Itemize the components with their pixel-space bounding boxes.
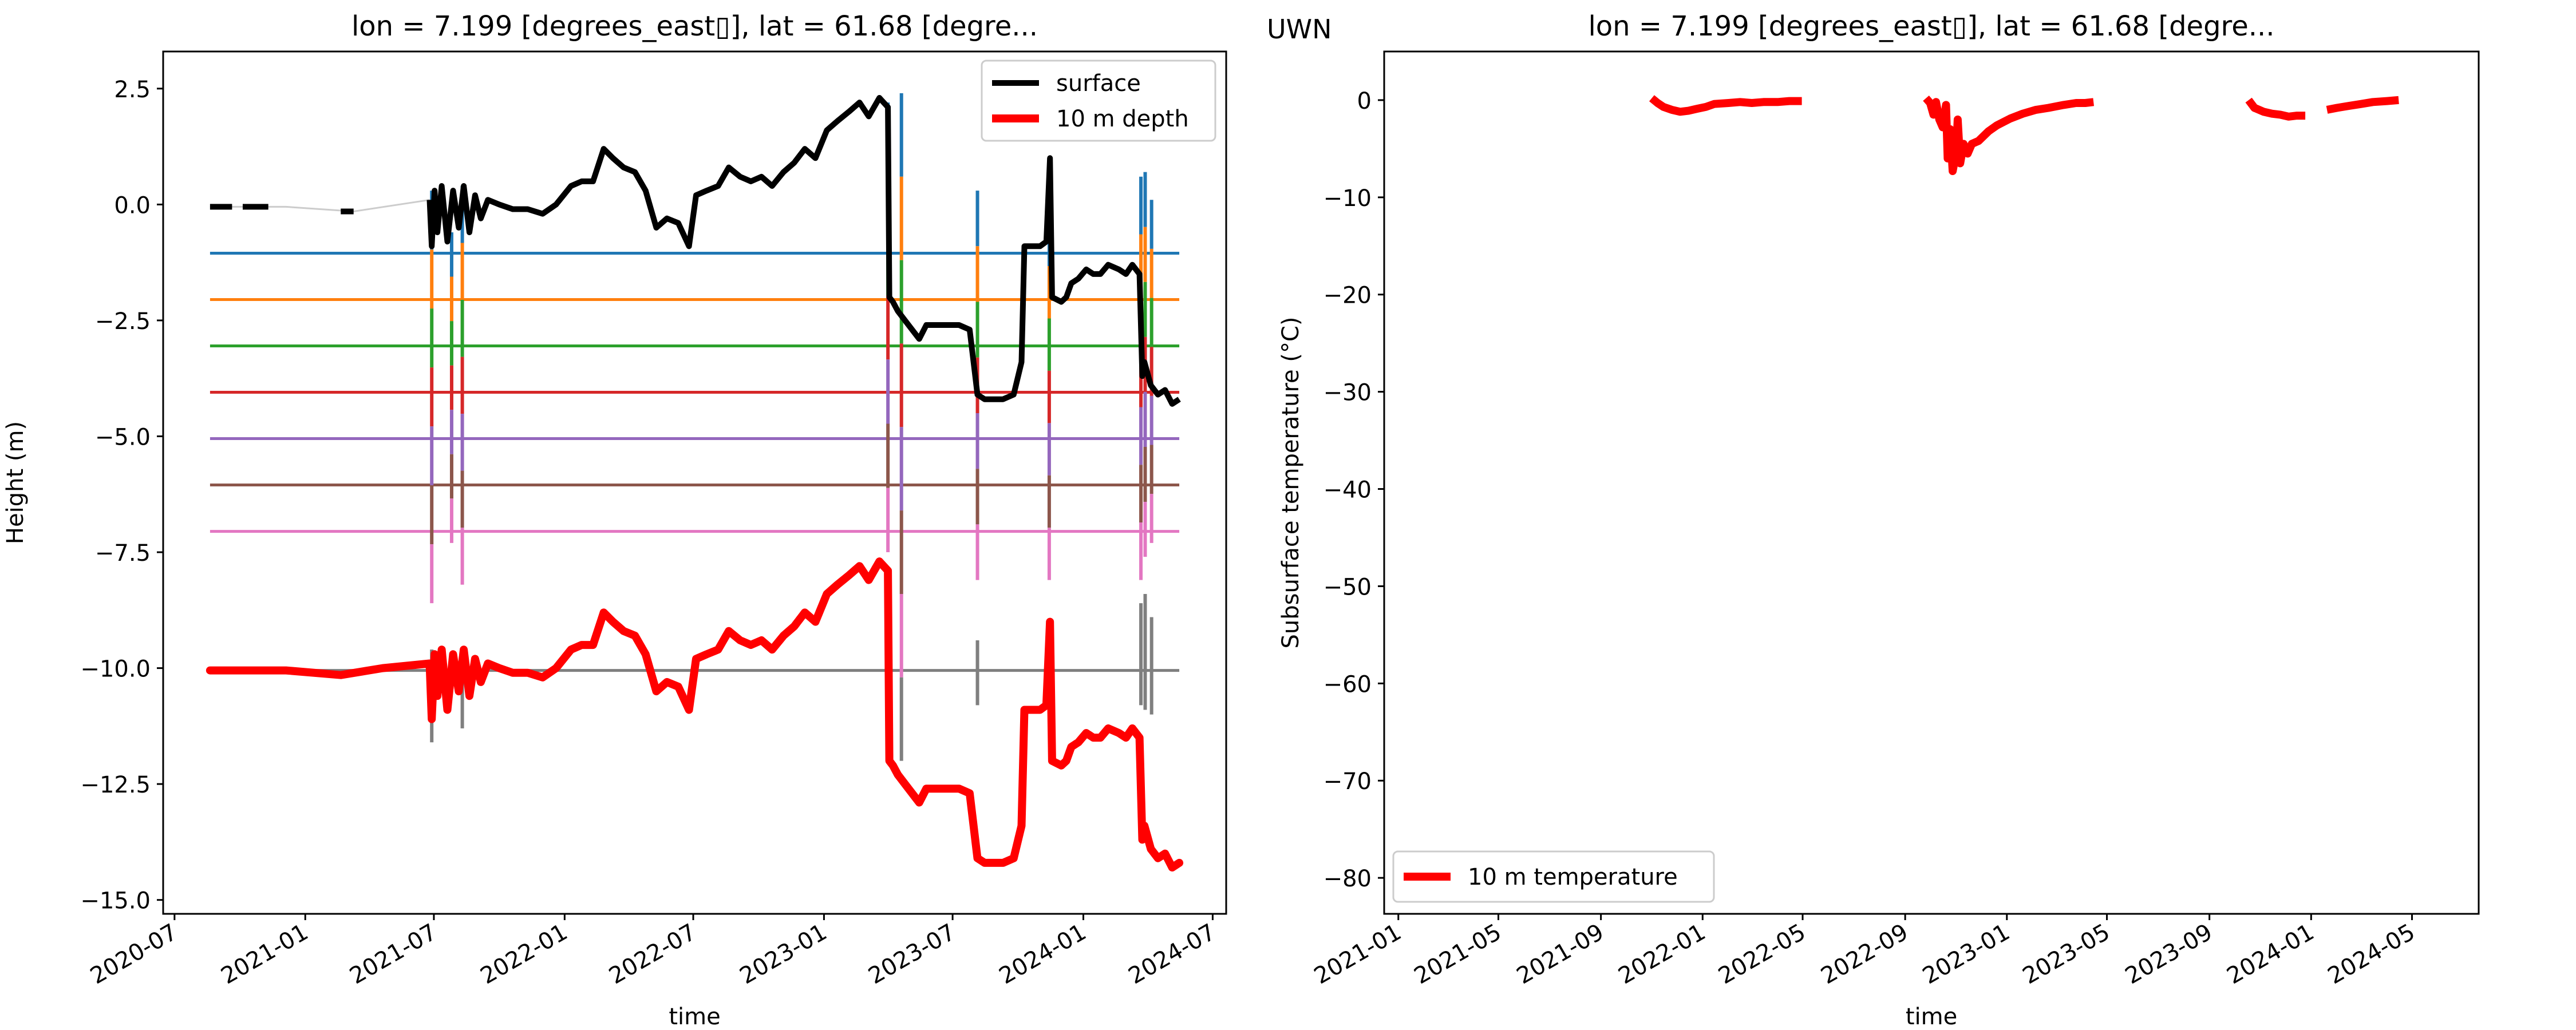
legend-label: 10 m depth: [1056, 106, 1189, 132]
x-axis-label: time: [1906, 1004, 1957, 1030]
x-tick-label: 2023-07: [864, 919, 960, 989]
y-tick-label: −80: [1323, 866, 1372, 892]
x-axis-label: time: [669, 1004, 720, 1030]
x-tick-label: 2023-01: [736, 919, 832, 989]
legend: surface 10 m depth: [981, 60, 1216, 142]
legend-label: 10 m temperature: [1468, 864, 1678, 890]
y-tick-label: −15.0: [80, 888, 151, 914]
x-tick-label: 2022-01: [476, 919, 572, 989]
y-axis-label: Height (m): [2, 421, 29, 544]
x-tick-label: 2021-01: [217, 919, 313, 989]
y-tick-label: −2.5: [95, 308, 151, 335]
y-tick-label: −30: [1323, 380, 1372, 406]
y-tick-label: 2.5: [114, 77, 151, 103]
temperature-10m-line: [2326, 96, 2399, 114]
x-tick-label: 2021-01: [1310, 919, 1406, 989]
plot-area: [1649, 95, 2399, 175]
x-tick-label: 2022-05: [1714, 919, 1810, 989]
y-tick-label: −12.5: [80, 772, 151, 798]
x-tick-label: 2022-07: [605, 919, 701, 989]
y-tick-label: 0: [1357, 88, 1372, 114]
legend-label: surface: [1056, 70, 1141, 97]
x-tick-label: 2023-05: [2018, 919, 2115, 989]
y-tick-label: −7.5: [95, 540, 151, 566]
y-tick-label: −5.0: [95, 424, 151, 450]
surface-line: [426, 95, 1181, 407]
x-tick-label: 2023-01: [1918, 919, 2014, 989]
legend-box: [981, 60, 1216, 142]
plot-title: lon = 7.199 [degrees_east▯], lat = 61.68…: [351, 10, 1038, 42]
y-tick-label: −20: [1323, 283, 1372, 309]
x-tick-label: 2023-09: [2121, 919, 2217, 989]
temperature-10m-line: [1649, 95, 1802, 116]
x-tick-label: 2021-07: [345, 919, 441, 989]
plot-area: [206, 93, 1184, 871]
y-tick-label: −10: [1323, 185, 1372, 212]
x-tick-label: 2024-07: [1124, 919, 1220, 989]
temperature-10m-line: [1923, 96, 2095, 175]
x-tick-label: 2020-07: [86, 919, 182, 989]
y-tick-label: −60: [1323, 671, 1372, 698]
y-tick-label: −70: [1323, 768, 1372, 795]
x-tick-label: 2022-01: [1614, 919, 1710, 989]
plot-frame: [1383, 50, 2480, 915]
plot-frame: [162, 50, 1227, 915]
x-tick-label: 2024-05: [2324, 919, 2420, 989]
depth-10m-line: [206, 557, 1184, 871]
y-axis-label: Subsurface temperature (°C): [1278, 317, 1304, 649]
height-plot: 2.5 0.0 −2.5 −5.0 −7.5 −10.0 −12.5 −15.0 2020-07…: [2, 10, 1227, 1030]
station-label: UWN: [1267, 14, 1332, 45]
y-tick-label: 0.0: [114, 192, 151, 219]
x-tick-label: 2024-01: [2223, 919, 2319, 989]
plot-title: lon = 7.199 [degrees_east▯], lat = 61.68…: [1588, 10, 2274, 42]
legend-box: [1392, 850, 1715, 903]
legend: 10 m temperature: [1392, 850, 1715, 903]
y-tick-label: −40: [1323, 477, 1372, 504]
x-tick-label: 2024-01: [995, 919, 1091, 989]
x-tick-label: 2021-09: [1512, 919, 1609, 989]
y-tick-label: −50: [1323, 574, 1372, 600]
y-tick-label: −10.0: [80, 656, 151, 683]
temperature-10m-line: [2245, 97, 2306, 121]
x-tick-label: 2021-05: [1410, 919, 1506, 989]
x-tick-label: 2022-09: [1816, 919, 1913, 989]
